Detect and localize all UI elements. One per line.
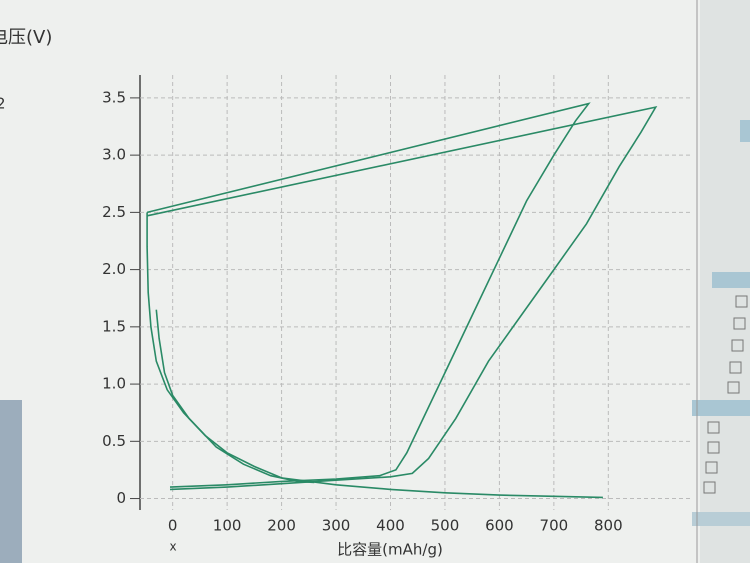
- y-axis-title: 电压(V): [0, 27, 52, 48]
- panel-header: [692, 512, 750, 526]
- y-tick-label: 2.0: [102, 260, 126, 278]
- y-tick-label: 0.5: [102, 432, 126, 450]
- y-tick-label: 2.5: [102, 203, 126, 221]
- y-tick-label: 1.0: [102, 375, 126, 393]
- x-tick-label: 400: [376, 517, 405, 535]
- panel-header: [712, 272, 750, 288]
- x-tick-label: 800: [594, 517, 623, 535]
- data-line: [155, 309, 315, 484]
- annotation: x: [169, 540, 176, 554]
- x-tick-label: 100: [213, 517, 242, 535]
- plot-background: [0, 0, 700, 563]
- y-tick-label: 0: [116, 489, 126, 507]
- panel-header: [692, 400, 750, 416]
- data-line: [146, 212, 603, 499]
- left-edge: [0, 400, 22, 563]
- y-tick-label: 3.5: [102, 88, 126, 106]
- x-tick-label: 700: [540, 517, 569, 535]
- x-tick-label: 0: [168, 517, 178, 535]
- x-tick-label: 300: [322, 517, 351, 535]
- tree-icons: [703, 295, 748, 494]
- x-tick-label: 600: [485, 517, 514, 535]
- y-tick-label: 3.0: [102, 146, 126, 164]
- x-tick-label: 500: [431, 517, 460, 535]
- annotation: 2: [0, 95, 6, 113]
- x-tick-label: 200: [267, 517, 296, 535]
- y-tick-label: 1.5: [102, 317, 126, 335]
- data-line: [146, 105, 658, 491]
- x-axis-title: 比容量(mAh/g): [337, 541, 443, 559]
- data-line: [146, 102, 591, 488]
- panel-header: [740, 120, 750, 142]
